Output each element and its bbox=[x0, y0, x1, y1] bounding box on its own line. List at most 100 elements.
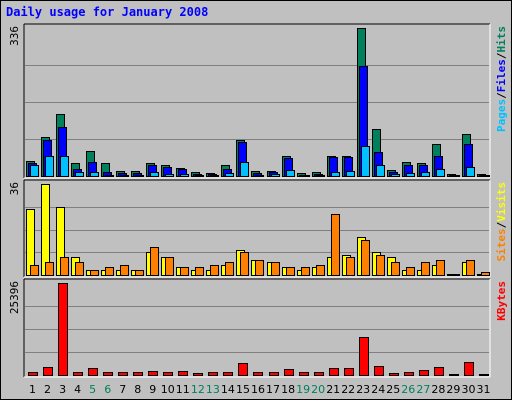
x-tick-label: 26 bbox=[401, 383, 415, 396]
bar-sites bbox=[150, 247, 159, 276]
bar-kbytes bbox=[208, 372, 218, 376]
bar-pages bbox=[195, 175, 204, 177]
bar-pages bbox=[210, 175, 219, 177]
x-tick-label: 7 bbox=[119, 383, 126, 396]
x-tick-label: 10 bbox=[161, 383, 175, 396]
bar-pages bbox=[150, 172, 159, 177]
x-tick-label: 24 bbox=[371, 383, 385, 396]
x-tick-label: 31 bbox=[477, 383, 491, 396]
bar-kbytes bbox=[118, 372, 128, 376]
x-tick-label: 14 bbox=[221, 383, 235, 396]
bar-kbytes bbox=[163, 372, 173, 376]
bar-kbytes bbox=[359, 337, 369, 376]
bar-kbytes bbox=[344, 368, 354, 376]
bar-sites bbox=[45, 262, 54, 276]
bar-pages bbox=[45, 156, 54, 177]
bar-kbytes bbox=[178, 371, 188, 376]
legend-item-kbytes: KBytes bbox=[495, 281, 508, 321]
y-max-label: 336 bbox=[8, 26, 21, 46]
chart-title: Daily usage for January 2008 bbox=[6, 5, 208, 19]
bar-pages bbox=[240, 162, 249, 177]
legend: Sites/Visits bbox=[495, 182, 508, 262]
x-tick-label: 28 bbox=[431, 383, 445, 396]
panel-visits-sites: 36 Sites/Visits bbox=[8, 179, 508, 278]
bar-kbytes bbox=[404, 372, 414, 376]
bar-kbytes bbox=[389, 373, 399, 376]
x-tick-label: 30 bbox=[462, 383, 476, 396]
bar-pages bbox=[436, 169, 445, 177]
x-tick-label: 8 bbox=[134, 383, 141, 396]
bar-pages bbox=[60, 156, 69, 177]
x-tick-label: 13 bbox=[206, 383, 220, 396]
bar-kbytes bbox=[238, 363, 248, 376]
legend: Pages/Files/Hits bbox=[495, 26, 508, 132]
bar-pages bbox=[105, 175, 114, 177]
bar-kbytes bbox=[28, 372, 38, 376]
x-tick-label: 3 bbox=[59, 383, 66, 396]
x-tick-label: 15 bbox=[236, 383, 250, 396]
bar-pages bbox=[225, 173, 234, 177]
bar-pages bbox=[180, 174, 189, 177]
bar-kbytes bbox=[88, 368, 98, 376]
x-tick-label: 18 bbox=[281, 383, 295, 396]
legend-item-pages: Pages bbox=[495, 99, 508, 132]
y-max-label: 25396 bbox=[8, 281, 21, 314]
bar-sites bbox=[90, 270, 99, 276]
x-tick-label: 16 bbox=[251, 383, 265, 396]
bar-kbytes bbox=[479, 374, 489, 376]
bar-sites bbox=[346, 257, 355, 276]
bar-pages bbox=[406, 173, 415, 177]
bar-sites bbox=[30, 265, 39, 276]
bar-kbytes bbox=[284, 369, 294, 376]
bar-sites bbox=[361, 240, 370, 276]
x-tick-label: 1 bbox=[29, 383, 36, 396]
bar-sites bbox=[481, 272, 490, 276]
x-tick-label: 17 bbox=[266, 383, 280, 396]
x-tick-label: 5 bbox=[89, 383, 96, 396]
legend-separator: / bbox=[495, 92, 508, 99]
bar-kbytes bbox=[133, 372, 143, 376]
legend-item-visits: Visits bbox=[495, 182, 508, 222]
bar-sites bbox=[406, 267, 415, 276]
bar-kbytes bbox=[58, 283, 68, 376]
bar-sites bbox=[451, 274, 460, 276]
bar-pages bbox=[466, 167, 475, 177]
x-tick-label: 2 bbox=[44, 383, 51, 396]
legend-separator: / bbox=[495, 221, 508, 228]
bar-sites bbox=[195, 267, 204, 276]
bar-kbytes bbox=[299, 372, 309, 376]
panel-background bbox=[24, 24, 490, 178]
bar-visits bbox=[41, 184, 50, 276]
bar-kbytes bbox=[419, 370, 429, 376]
x-tick-label: 19 bbox=[296, 383, 310, 396]
bar-pages bbox=[120, 175, 129, 177]
bar-kbytes bbox=[43, 367, 53, 376]
bar-sites bbox=[240, 252, 249, 276]
bar-pages bbox=[90, 172, 99, 177]
bar-pages bbox=[421, 172, 430, 177]
bar-sites bbox=[286, 267, 295, 276]
bar-kbytes bbox=[329, 368, 339, 376]
bar-pages bbox=[481, 175, 490, 177]
bar-pages bbox=[316, 175, 325, 177]
bar-sites bbox=[120, 265, 129, 276]
bar-kbytes bbox=[314, 372, 324, 376]
bar-sites bbox=[421, 262, 430, 276]
bar-pages bbox=[346, 171, 355, 177]
legend-item-hits: Hits bbox=[495, 26, 508, 53]
bar-pages bbox=[301, 175, 310, 177]
x-tick-label: 27 bbox=[416, 383, 430, 396]
x-tick-label: 20 bbox=[311, 383, 325, 396]
bar-pages bbox=[75, 172, 84, 177]
bar-pages bbox=[391, 174, 400, 177]
y-max-label: 36 bbox=[8, 182, 21, 195]
bar-sites bbox=[466, 260, 475, 276]
bar-pages bbox=[331, 172, 340, 177]
x-tick-label: 12 bbox=[191, 383, 205, 396]
bar-pages bbox=[271, 174, 280, 177]
bar-sites bbox=[105, 267, 114, 276]
bar-kbytes bbox=[223, 372, 233, 376]
